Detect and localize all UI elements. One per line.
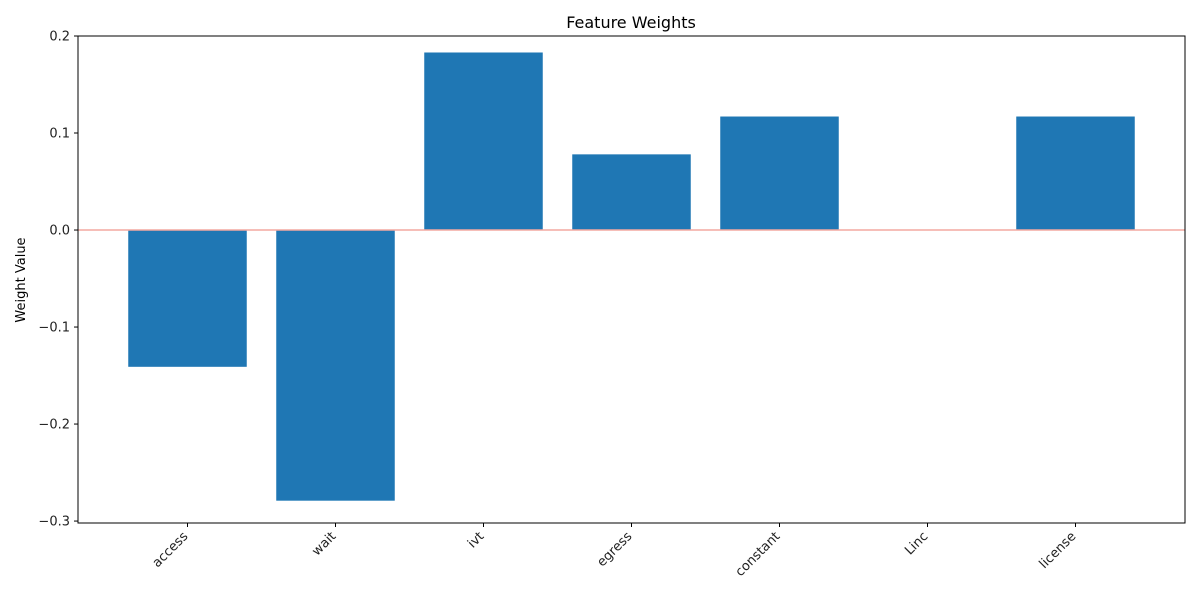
x-tick-label: Linc (902, 529, 931, 558)
x-tick-label: constant (733, 529, 784, 580)
plot-frame (77, 35, 1186, 524)
x-axis: access wait ivt egress constant Linc license (150, 523, 1080, 580)
bar-access (128, 230, 247, 367)
y-axis-label: Weight Value (14, 237, 29, 322)
y-axis: −0.3 −0.2 −0.1 0.0 0.1 0.2 (38, 30, 78, 530)
y-tick-label: −0.2 (38, 418, 70, 433)
bar-license (1016, 116, 1135, 231)
y-tick-label: −0.1 (38, 321, 70, 336)
x-tick-label: wait (309, 529, 339, 559)
bar-egress (572, 154, 691, 231)
y-tick-label: 0.0 (49, 224, 70, 239)
bar-wait (276, 230, 395, 501)
x-tick-label: access (150, 529, 192, 571)
x-tick-label: license (1037, 529, 1080, 572)
bar-layer (128, 52, 1135, 501)
chart-title: Feature Weights (566, 13, 696, 32)
bar-constant (720, 116, 839, 231)
y-tick-label: 0.2 (49, 30, 70, 45)
x-tick-label: ivt (465, 529, 487, 551)
y-tick-label: 0.1 (49, 127, 70, 142)
bar-ivt (424, 52, 543, 231)
y-tick-label: −0.3 (38, 515, 70, 530)
x-tick-label: egress (594, 529, 635, 570)
